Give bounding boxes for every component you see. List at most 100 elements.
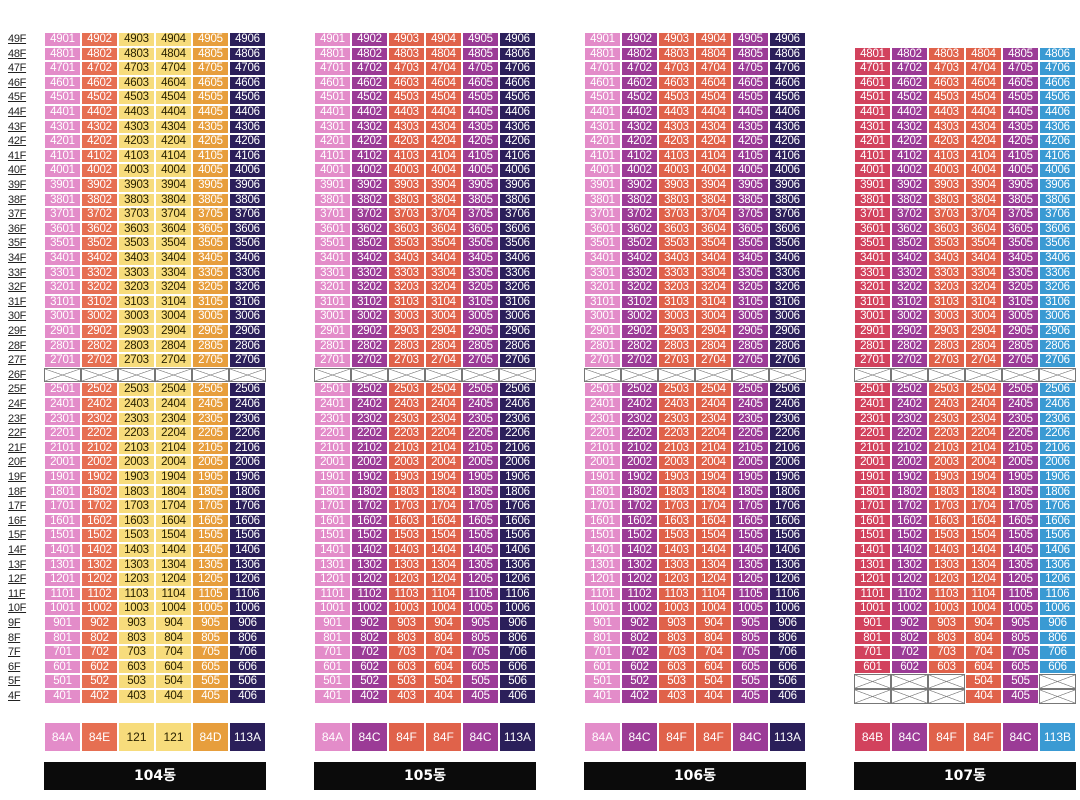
unit-cell: 4801 bbox=[854, 46, 891, 62]
unit-cell: 2006 bbox=[229, 455, 266, 470]
unit-cell: 3903 bbox=[118, 178, 155, 193]
unit-cell: 4701 bbox=[584, 61, 621, 76]
unit-cell: 3102 bbox=[621, 294, 658, 310]
unit-cell: 3405 bbox=[462, 251, 499, 266]
unit-cell: 1305 bbox=[192, 557, 229, 573]
unit-cell: 4904 bbox=[155, 32, 192, 47]
unit-cell: 702 bbox=[351, 645, 388, 660]
unit-cell: 3001 bbox=[314, 309, 351, 324]
unit-cell: 4206 bbox=[229, 134, 266, 149]
unit-cell: 2001 bbox=[44, 455, 81, 470]
unit-cell: 2006 bbox=[499, 455, 536, 470]
unit-cell: 2101 bbox=[314, 440, 351, 456]
unit-cell: 4504 bbox=[965, 90, 1002, 105]
unit-cell: 706 bbox=[1039, 645, 1076, 660]
building-name: 106동 bbox=[584, 762, 806, 790]
empty-unit bbox=[192, 367, 229, 383]
unit-cell: 4806 bbox=[499, 46, 536, 62]
unit-cell: 1401 bbox=[854, 543, 891, 558]
unit-cell: 1304 bbox=[155, 557, 192, 573]
unit-cell: 1403 bbox=[928, 543, 965, 558]
unit-cell: 3203 bbox=[658, 280, 695, 295]
unit-cell: 3105 bbox=[732, 294, 769, 310]
unit-cell: 1206 bbox=[769, 572, 806, 587]
building-name: 104동 bbox=[44, 762, 266, 790]
unit-cell: 1801 bbox=[314, 484, 351, 500]
unit-cell: 2205 bbox=[462, 426, 499, 441]
unit-cell: 2405 bbox=[732, 397, 769, 412]
unit-cell: 1903 bbox=[118, 470, 155, 485]
unit-cell: 606 bbox=[229, 659, 266, 675]
unit-cell: 801 bbox=[314, 630, 351, 646]
floor-label: 27F bbox=[8, 354, 27, 367]
unit-cell: 4805 bbox=[192, 46, 229, 62]
unit-cell: 4402 bbox=[891, 105, 928, 120]
unit-cell: 1806 bbox=[1039, 484, 1076, 500]
unit-cell: 3106 bbox=[229, 294, 266, 310]
floor-label: 9F bbox=[8, 617, 21, 629]
unit-cell: 1502 bbox=[81, 528, 118, 543]
unit-cell: 3004 bbox=[155, 309, 192, 324]
unit-cell: 2201 bbox=[44, 426, 81, 441]
empty-unit bbox=[1039, 689, 1076, 704]
unit-cell: 2303 bbox=[118, 411, 155, 427]
unit-cell: 4702 bbox=[81, 61, 118, 76]
empty-unit bbox=[388, 367, 425, 383]
unit-cell: 701 bbox=[584, 645, 621, 660]
unit-cell: 2906 bbox=[229, 324, 266, 339]
unit-cell: 2105 bbox=[732, 440, 769, 456]
unit-cell: 903 bbox=[388, 616, 425, 631]
unit-cell: 2902 bbox=[621, 324, 658, 339]
unit-cell: 801 bbox=[44, 630, 81, 646]
unit-cell: 2706 bbox=[769, 353, 806, 368]
unit-cell: 1605 bbox=[1002, 513, 1039, 529]
unit-cell: 3906 bbox=[499, 178, 536, 193]
unit-cell: 4004 bbox=[695, 163, 732, 178]
unit-cell: 2801 bbox=[314, 338, 351, 354]
unit-cell: 3904 bbox=[155, 178, 192, 193]
unit-cell: 1401 bbox=[584, 543, 621, 558]
unit-cell: 803 bbox=[928, 630, 965, 646]
unit-cell: 4806 bbox=[769, 46, 806, 62]
unit-cell: 4903 bbox=[388, 32, 425, 47]
unit-cell: 3604 bbox=[425, 221, 462, 237]
unit-cell: 3505 bbox=[1002, 236, 1039, 251]
unit-cell: 2403 bbox=[928, 397, 965, 412]
floor-label: 22F bbox=[8, 427, 27, 440]
floor-label: 34F bbox=[8, 252, 27, 264]
unit-cell: 3103 bbox=[118, 294, 155, 310]
unit-cell: 3603 bbox=[928, 221, 965, 237]
unit-cell: 3506 bbox=[769, 236, 806, 251]
unit-cell: 1904 bbox=[155, 470, 192, 485]
unit-cell: 902 bbox=[351, 616, 388, 631]
unit-cell: 4205 bbox=[1002, 134, 1039, 149]
unit-cell: 805 bbox=[192, 630, 229, 646]
unit-cell: 4305 bbox=[1002, 119, 1039, 135]
unit-cell: 3604 bbox=[965, 221, 1002, 237]
unit-cell: 4206 bbox=[1039, 134, 1076, 149]
unit-type-swatch: 84C bbox=[732, 722, 769, 752]
unit-cell: 3402 bbox=[81, 251, 118, 266]
unit-cell: 4304 bbox=[425, 119, 462, 135]
unit-cell: 505 bbox=[732, 674, 769, 689]
unit-cell: 604 bbox=[155, 659, 192, 675]
empty-unit bbox=[928, 367, 965, 383]
unit-cell: 1806 bbox=[229, 484, 266, 500]
unit-cell: 1805 bbox=[192, 484, 229, 500]
unit-cell: 2703 bbox=[928, 353, 965, 368]
unit-cell: 603 bbox=[928, 659, 965, 675]
unit-cell: 2102 bbox=[621, 440, 658, 456]
unit-cell: 1902 bbox=[621, 470, 658, 485]
unit-cell: 1704 bbox=[155, 499, 192, 514]
unit-cell: 2205 bbox=[192, 426, 229, 441]
unit-cell: 4003 bbox=[658, 163, 695, 178]
unit-cell: 4805 bbox=[732, 46, 769, 62]
unit-cell: 2404 bbox=[155, 397, 192, 412]
unit-cell: 1105 bbox=[462, 586, 499, 602]
unit-cell: 1601 bbox=[314, 513, 351, 529]
unit-cell: 3405 bbox=[1002, 251, 1039, 266]
unit-cell: 2101 bbox=[584, 440, 621, 456]
unit-cell: 4306 bbox=[229, 119, 266, 135]
unit-cell: 1303 bbox=[118, 557, 155, 573]
unit-cell: 1904 bbox=[695, 470, 732, 485]
